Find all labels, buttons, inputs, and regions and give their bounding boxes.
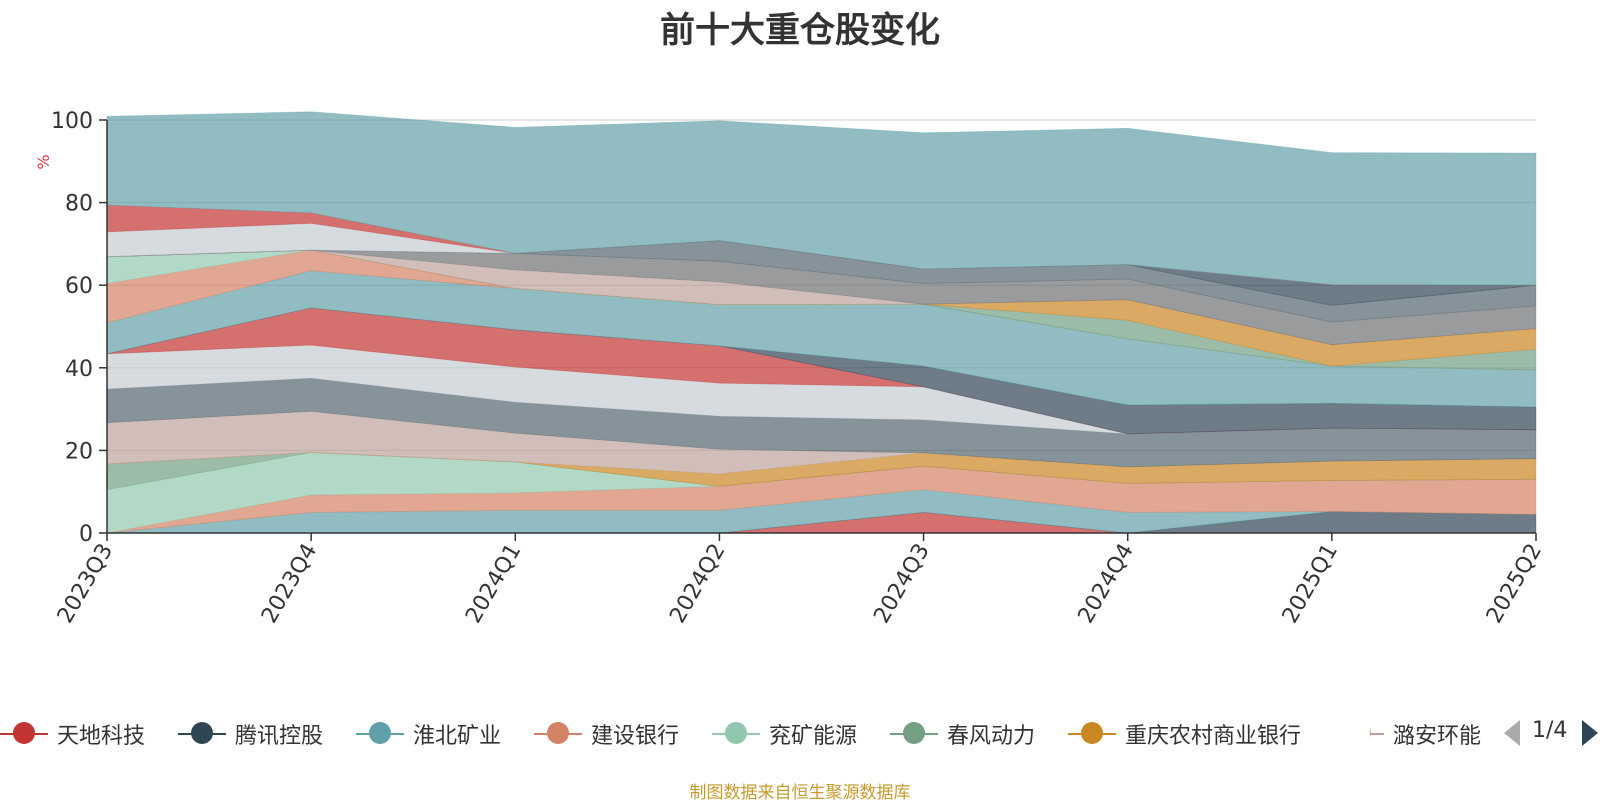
legend-label: 建设银行 xyxy=(591,724,680,749)
legend-marker-icon xyxy=(178,721,226,747)
x-tick-label: 2024Q3 xyxy=(869,540,934,628)
area-band-12 xyxy=(106,270,1537,408)
legend-page-indicator: 1/4 xyxy=(1532,718,1568,743)
area-band-6 xyxy=(106,452,1537,487)
area-band-23 xyxy=(106,111,1537,286)
x-tick-label: 2024Q4 xyxy=(1074,540,1139,628)
y-tick-label: 100 xyxy=(51,109,93,134)
area-bands xyxy=(106,111,1537,534)
chart-title: 前十大重仓股变化 xyxy=(659,11,940,51)
legend-item[interactable]: 腾讯控股 xyxy=(178,714,323,754)
legend-label: 春风动力 xyxy=(947,724,1036,749)
x-tick-label: 2023Q3 xyxy=(53,540,118,628)
y-tick-label: 60 xyxy=(65,274,93,299)
x-tick-label: 2025Q1 xyxy=(1278,540,1343,628)
area-band-11 xyxy=(106,307,1537,435)
y-tick-label: 0 xyxy=(79,522,93,547)
legend-label: 腾讯控股 xyxy=(235,724,324,749)
x-tick-label: 2023Q4 xyxy=(257,540,322,628)
legend-marker-icon xyxy=(1370,721,1384,747)
y-axis-unit-label: % xyxy=(34,154,53,169)
legend-item[interactable]: 建设银行 xyxy=(534,714,679,754)
legend-marker-icon xyxy=(1068,721,1116,747)
legend-item[interactable]: 兖矿能源 xyxy=(712,714,857,754)
legend-marker-icon xyxy=(890,721,938,747)
x-tick-label: 2024Q2 xyxy=(665,540,730,628)
legend-label: 淮北矿业 xyxy=(413,724,502,749)
legend-item[interactable]: 淮北矿业 xyxy=(356,714,501,754)
legend-label: 潞安环能 xyxy=(1393,724,1482,749)
x-tick-label: 2024Q1 xyxy=(461,540,526,628)
legend-item[interactable]: 重庆农村商业银行 xyxy=(1068,714,1301,754)
legend-marker-icon xyxy=(0,721,48,747)
legend-label: 重庆农村商业银行 xyxy=(1125,724,1302,749)
legend-item[interactable]: 潞安环能 xyxy=(1370,714,1481,754)
legend-marker-icon xyxy=(356,721,404,747)
y-tick-label: 20 xyxy=(65,439,93,464)
area-band-3 xyxy=(106,465,1537,534)
stacked-area-chart: 0 20 40 60 80 100% 2023Q3 2023Q4 2024Q1 2024Q2 202… xyxy=(34,109,1547,628)
y-tick-label: 40 xyxy=(65,357,93,382)
x-tick-label: 2025Q2 xyxy=(1482,540,1547,628)
prev-page-arrow-icon[interactable] xyxy=(1502,718,1522,754)
legend-label: 兖矿能源 xyxy=(769,724,858,749)
legend: 天地科技 腾讯控股 淮北矿业 建设银行 兖矿能源 春风动力 重庆农村商业银行 xyxy=(0,714,1600,754)
y-tick-label: 80 xyxy=(65,192,93,217)
legend-marker-icon xyxy=(712,721,760,747)
legend-label: 天地科技 xyxy=(57,724,146,749)
legend-marker-icon xyxy=(534,721,582,747)
legend-overflow-clip: 潞安环能 xyxy=(1370,714,1482,754)
legend-item[interactable]: 春风动力 xyxy=(890,714,1035,754)
data-source-note: 制图数据来自恒生聚源数据库 xyxy=(689,783,911,803)
next-page-arrow-icon[interactable] xyxy=(1580,718,1600,754)
legend-item[interactable]: 天地科技 xyxy=(0,714,145,754)
